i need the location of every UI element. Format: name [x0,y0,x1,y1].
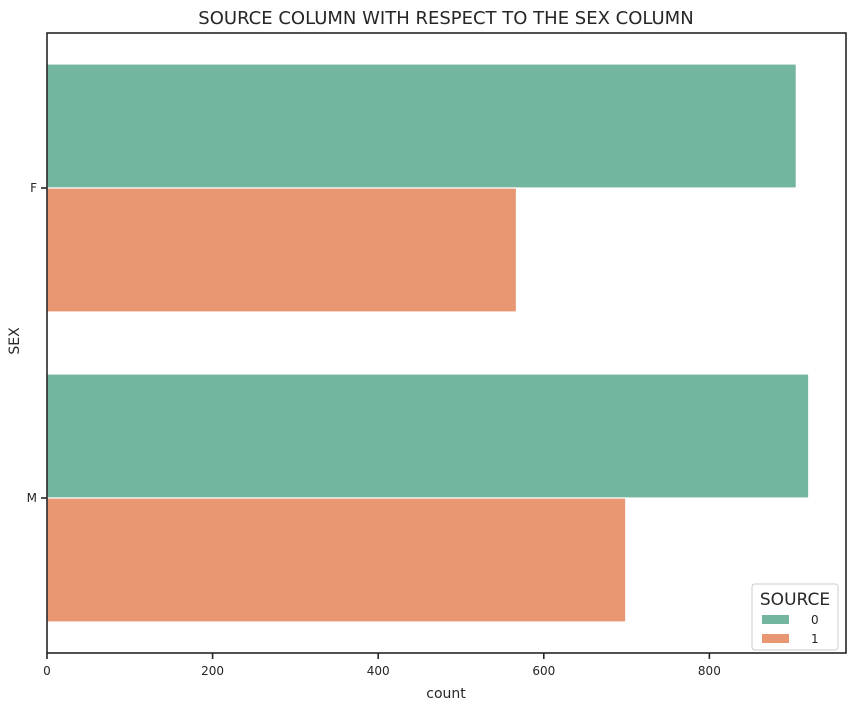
legend-title: SOURCE [760,590,830,610]
x-axis-ticks: 0 200 400 600 800 [43,653,721,678]
legend-box [751,583,839,651]
legend-label-0: 0 [811,613,819,627]
x-tick-label: 200 [201,664,224,678]
legend: SOURCE 01 [751,583,839,651]
y-tick-label: F [30,181,37,195]
y-axis-label: SEX [7,327,23,355]
bar-m-source-0 [46,373,810,499]
legend-swatch-1 [762,634,789,643]
bar-m-source-1 [46,497,627,623]
legend-entries: 01 [762,613,819,646]
x-tick-label: 400 [367,664,390,678]
x-tick-label: 0 [43,664,51,678]
x-axis-label: count [426,686,466,702]
plot-frame [46,32,847,654]
y-tick-label: M [27,491,37,505]
legend-label-1: 1 [811,632,819,646]
legend-swatch-0 [762,615,789,624]
chart-title: SOURCE COLUMN WITH RESPECT TO THE SEX CO… [198,8,693,29]
x-tick-label: 600 [532,664,555,678]
x-tick-label: 800 [698,664,721,678]
bar-f-source-1 [46,187,518,313]
bars-group [46,63,810,623]
bar-f-source-0 [46,63,797,189]
y-axis-ticks: FM [27,181,47,505]
